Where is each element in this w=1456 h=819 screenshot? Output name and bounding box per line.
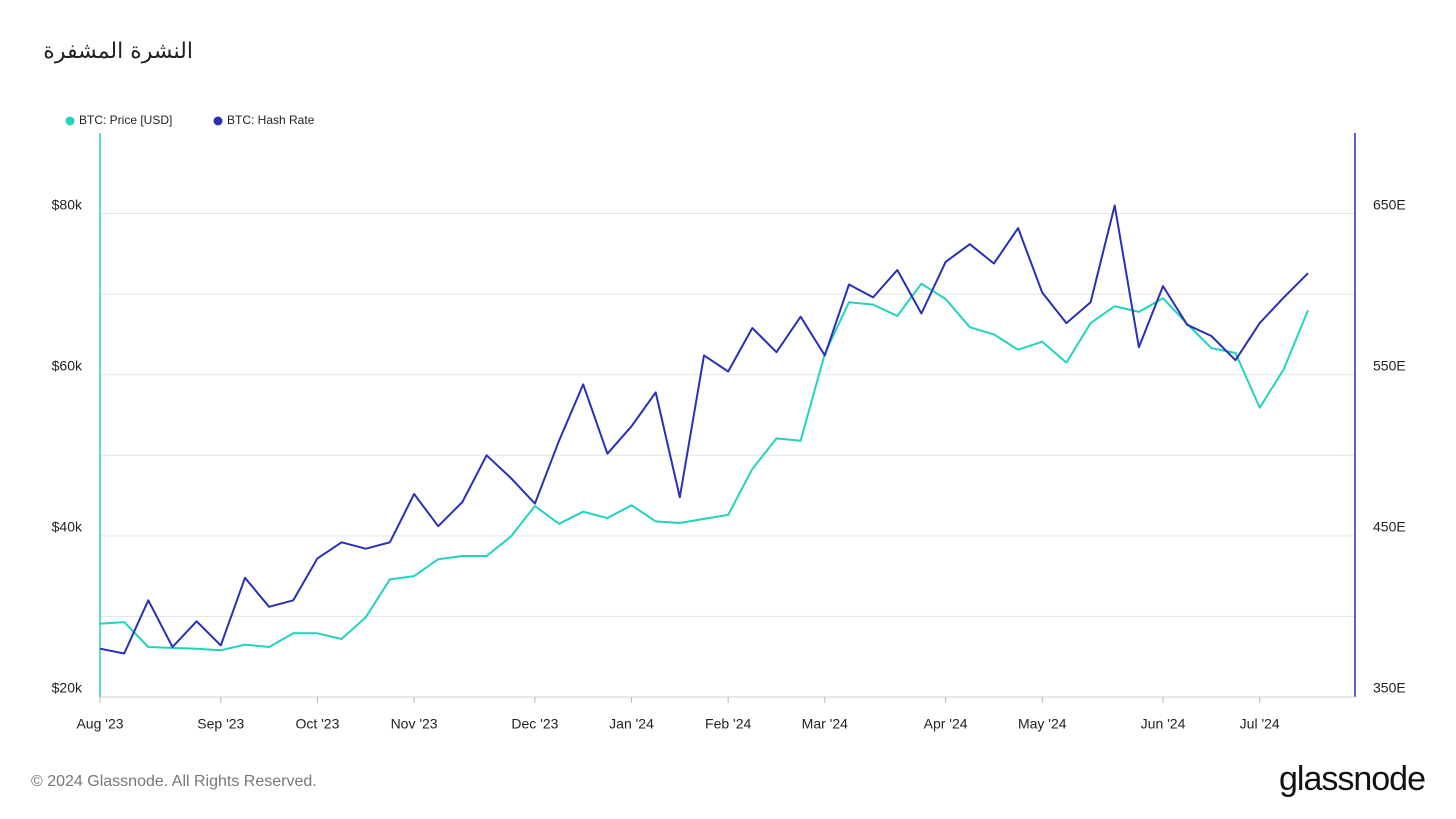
x-tick-label: Jan '24 xyxy=(609,716,654,732)
series-line xyxy=(99,282,1309,652)
x-tick-label: Sep '23 xyxy=(197,716,244,732)
y-tick-label: $60k xyxy=(52,357,83,373)
x-tick-label: Jul '24 xyxy=(1240,716,1280,732)
chart-title: النشرة المشفرة xyxy=(43,39,193,64)
x-tick-label: Mar '24 xyxy=(802,716,848,732)
x-tick-label: Feb '24 xyxy=(705,716,751,732)
x-tick-label: Dec '23 xyxy=(511,716,558,732)
series-line xyxy=(99,204,1309,655)
y-tick-label: $20k xyxy=(52,680,83,696)
y2-tick-label: 350E xyxy=(1373,680,1406,696)
y2-tick-label: 450E xyxy=(1373,519,1406,535)
x-tick-label: Nov '23 xyxy=(391,716,438,732)
brand-logo: glassnode xyxy=(1279,760,1425,798)
footer: © 2024 Glassnode. All Rights Reserved. xyxy=(31,773,317,790)
x-tick-label: Apr '24 xyxy=(924,716,968,732)
x-tick-label: Oct '23 xyxy=(295,716,339,732)
x-tick-label: May '24 xyxy=(1018,716,1067,732)
x-tick-label: Aug '23 xyxy=(76,716,123,732)
y-tick-label: $40k xyxy=(52,519,83,535)
legend-label: BTC: Hash Rate xyxy=(227,113,315,127)
legend-label: BTC: Price [USD] xyxy=(79,113,172,127)
y2-tick-label: 650E xyxy=(1373,196,1406,212)
legend-swatch xyxy=(65,116,75,126)
x-tick-label: Jun '24 xyxy=(1141,716,1186,732)
y-tick-label: $80k xyxy=(52,196,83,212)
legend-swatch xyxy=(213,116,223,126)
y2-tick-label: 550E xyxy=(1373,357,1406,373)
